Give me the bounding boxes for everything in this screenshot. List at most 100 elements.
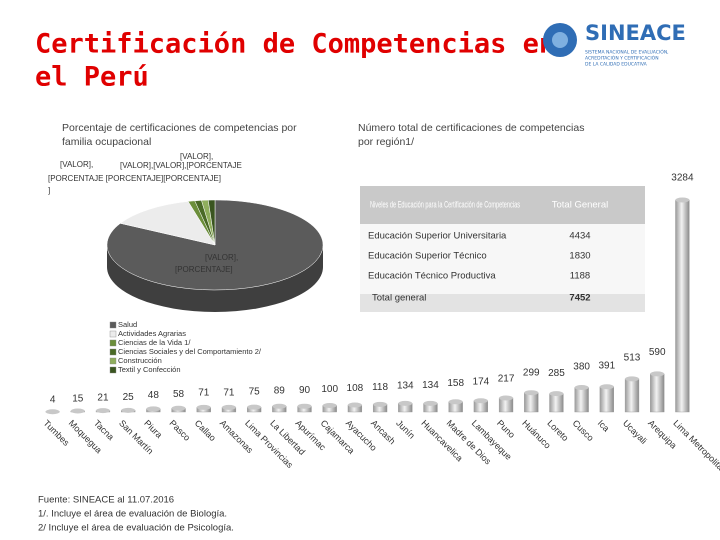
bar-cap (499, 395, 513, 401)
value-label: 21 (97, 392, 109, 403)
table-cell: Educación Superior Técnico (368, 251, 487, 262)
value-label: 380 (573, 362, 590, 373)
value-label: 285 (548, 368, 565, 379)
legend-label: Salud (118, 320, 137, 329)
table-cell: 1188 (570, 271, 590, 282)
footnote: 2/ Incluye el área de evaluación de Psic… (38, 523, 234, 534)
x-tick-label: Lima Metropolitana (671, 418, 720, 479)
pie-title: familia ocupacional (62, 136, 151, 148)
bar-title: Número total de certificaciones de compe… (358, 122, 584, 134)
bar-cap (650, 371, 665, 377)
table-total (360, 294, 645, 312)
legend-swatch (109, 339, 117, 347)
value-label: 71 (223, 387, 235, 398)
bar-cap (45, 409, 60, 415)
bar-cap (121, 407, 136, 413)
legend-label: Construcción (118, 356, 162, 365)
bar-title: por región1/ (358, 136, 414, 148)
value-label: 134 (422, 380, 439, 391)
bar (549, 393, 564, 413)
footnotes: Fuente: SINEACE al 11.07.2016 1/. Incluye… (38, 495, 234, 534)
table-cell: 4434 (569, 231, 590, 242)
data-label: [VALOR], (60, 160, 93, 169)
x-tick-label: Callao (193, 418, 218, 443)
table: Niveles de Educación para la Certificaci… (360, 186, 645, 312)
table-body (360, 224, 645, 294)
bar-cap (196, 404, 211, 410)
bar-cap (398, 400, 413, 406)
data-label: [VALOR], (180, 152, 213, 161)
value-label: 299 (523, 368, 540, 379)
table-header-cell: Total General (552, 200, 609, 211)
pie-title: Porcentaje de certificaciones de compete… (62, 122, 297, 134)
value-label: 513 (624, 352, 641, 363)
value-label: 217 (498, 373, 515, 384)
x-tick-label: Tumbes (42, 418, 72, 448)
bar-cap (373, 401, 388, 407)
footnote: 1/. Incluye el área de evaluación de Bio… (38, 509, 227, 520)
pie-side (107, 245, 323, 312)
value-label: 75 (249, 387, 261, 398)
bar-cap (247, 404, 262, 410)
bar-cap (272, 403, 287, 409)
bar-cap (675, 197, 690, 203)
bar (675, 199, 690, 413)
logo-name: SINEACE (585, 21, 686, 45)
value-label: 71 (198, 388, 210, 399)
x-tick-label: Pasco (167, 418, 192, 443)
value-label: 90 (299, 385, 311, 396)
data-label: ] (48, 186, 50, 195)
bar-cap (574, 384, 589, 390)
data-label: [VALOR],[VALOR],[PORCENTAJE (120, 161, 242, 170)
legend-label: Textil y Confección (118, 365, 181, 374)
x-tick-label: Ica (596, 418, 612, 434)
value-label: 174 (473, 377, 490, 388)
bar-cap (146, 406, 161, 412)
value-label: 118 (372, 382, 388, 393)
bar-cap (549, 391, 564, 397)
bar-cap (599, 384, 614, 390)
bar-cap (96, 408, 110, 414)
logo-subtitle: SISTEMA NACIONAL DE EVALUACIÓN, (585, 49, 669, 56)
logo-icon (552, 32, 568, 48)
x-tick-label: Junín (394, 418, 417, 441)
table-cell: 7452 (569, 293, 590, 304)
value-label: 25 (123, 392, 135, 403)
legend-swatch (109, 348, 117, 356)
x-tick-label: Cusco (571, 418, 596, 443)
bar-cap (70, 408, 85, 414)
table-cell: Educación Superior Universitaria (368, 231, 507, 242)
value-label: 590 (649, 347, 666, 358)
value-label: 158 (447, 378, 464, 389)
value-label: 4 (50, 394, 56, 405)
value-label: 48 (148, 390, 160, 401)
table-cell: Total general (372, 293, 426, 304)
data-label: [PORCENTAJE [PORCENTAJE][PORCENTAJE] (48, 174, 221, 183)
bar-cap (347, 402, 362, 408)
title: el Perú (35, 62, 149, 93)
x-tick-label: Ucayali (621, 418, 649, 446)
bar (599, 386, 614, 413)
bar-cap (448, 399, 463, 405)
legend-label: Ciencias de la Vida 1/ (118, 338, 191, 347)
logo-subtitle: DE LA CALIDAD EDUCATIVA (585, 62, 648, 68)
x-tick-label: Piura (142, 418, 164, 440)
value-label: 134 (397, 380, 414, 391)
value-label: 89 (274, 385, 286, 396)
bar-cap (171, 405, 186, 411)
value-label: 3284 (671, 173, 694, 184)
value-label: 100 (321, 384, 338, 395)
bar-cap (297, 403, 312, 409)
table-cell: 1830 (569, 251, 590, 262)
table-cell: Educación Técnico Productiva (368, 271, 496, 282)
pie-slice (207, 199, 216, 246)
bar-cap (625, 376, 639, 382)
data-label: [PORCENTAJE] (175, 265, 233, 274)
data-label: [VALOR], (205, 253, 238, 262)
bar-cap (473, 398, 488, 404)
bar (574, 387, 589, 413)
legend-swatch (109, 357, 117, 365)
bar-cap (322, 403, 337, 409)
legend-swatch (109, 366, 117, 374)
